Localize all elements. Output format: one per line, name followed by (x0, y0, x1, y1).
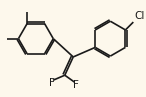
Text: F: F (73, 80, 79, 90)
Text: Cl: Cl (134, 11, 145, 21)
Text: F: F (49, 78, 55, 88)
